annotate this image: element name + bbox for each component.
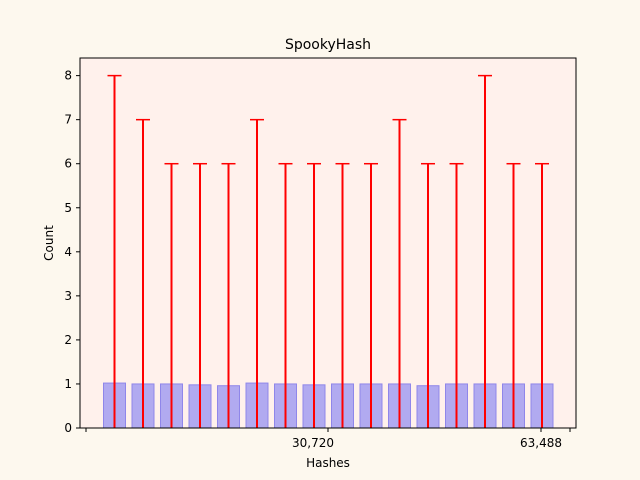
y-axis: 0 1 2 3 4 5 6 7 8	[64, 69, 80, 435]
y-tick-label: 8	[64, 69, 72, 83]
y-tick-label: 5	[64, 201, 72, 215]
y-tick-label: 1	[64, 377, 72, 391]
y-tick-label: 0	[64, 421, 72, 435]
error-bars-layer	[107, 74, 549, 428]
x-axis: 30,720 63,488	[85, 428, 571, 450]
x-tick-label: 30,720	[292, 436, 334, 450]
x-tick-label: 63,488	[520, 436, 562, 450]
y-tick-label: 3	[64, 289, 72, 303]
y-tick-label: 6	[64, 157, 72, 171]
x-axis-label: Hashes	[306, 456, 350, 470]
y-tick-label: 7	[64, 113, 72, 127]
y-axis-label: Count	[42, 225, 56, 261]
y-tick-label: 4	[64, 245, 72, 259]
plot-area	[80, 58, 576, 428]
chart-title: SpookyHash	[285, 37, 371, 53]
y-tick-label: 2	[64, 333, 72, 347]
